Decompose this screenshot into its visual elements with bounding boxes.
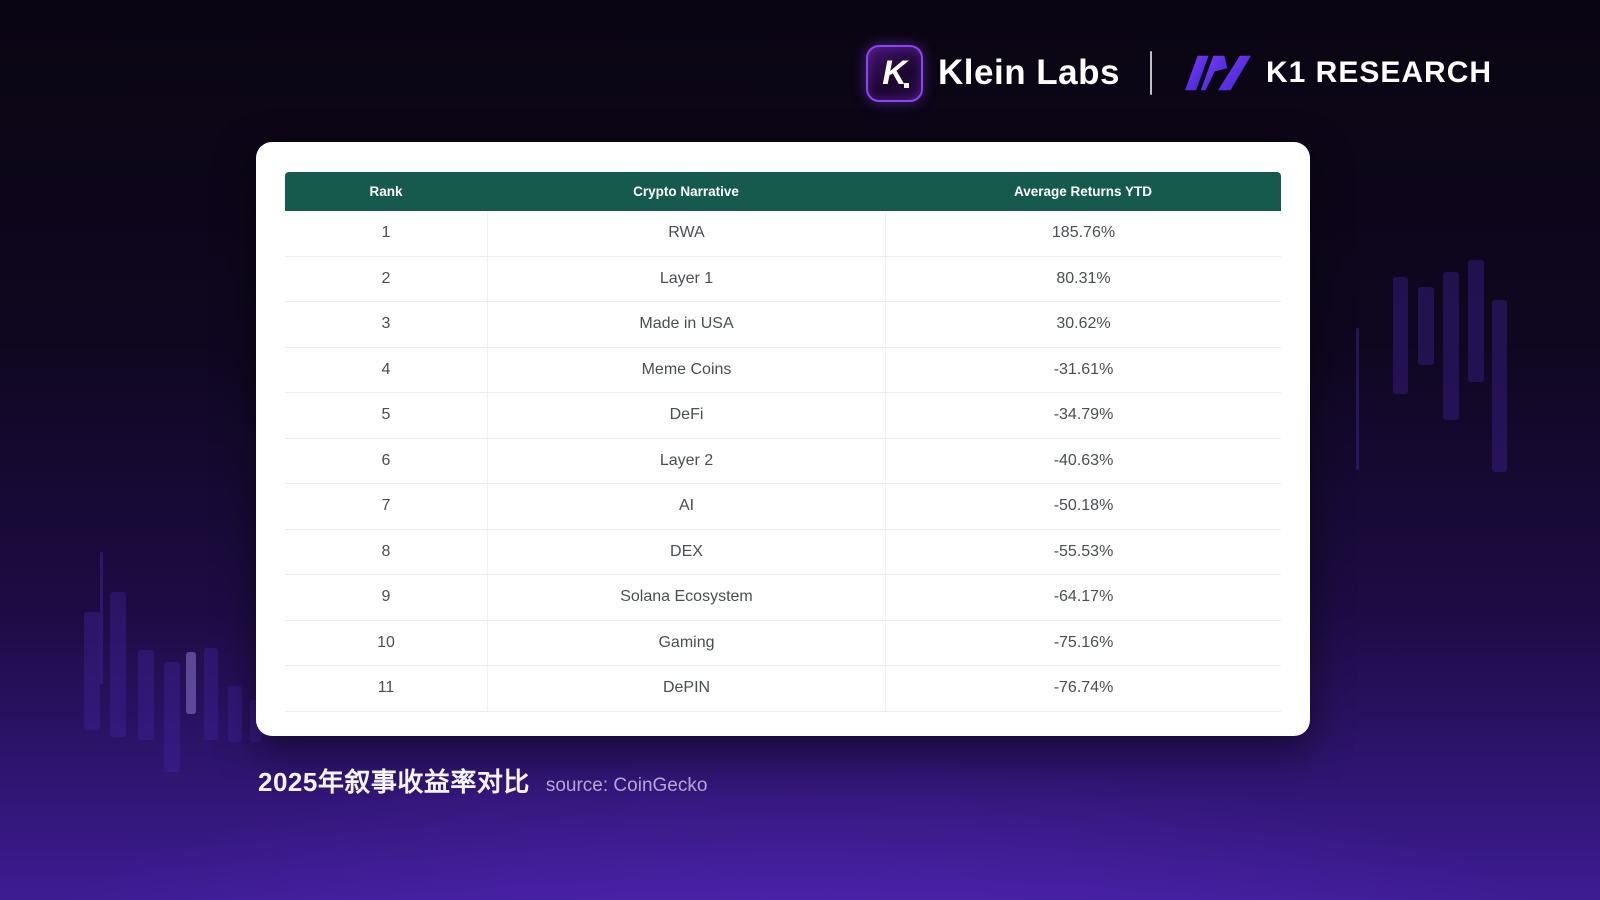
- candle-bar: [1418, 287, 1434, 365]
- k1-research-logo-icon: [1185, 55, 1251, 91]
- candle-bar: [84, 612, 100, 730]
- column-header-narrative: Crypto Narrative: [633, 184, 739, 199]
- cell-returns: 80.31%: [885, 256, 1281, 301]
- klein-icon-dot: [904, 82, 909, 88]
- brand-header: K Klein Labs K1 RESEARCH: [866, 42, 1492, 104]
- table-row: 8 DEX -55.53%: [285, 529, 1281, 575]
- candle-bar: [186, 652, 196, 714]
- table-body: 1 RWA 185.76% 2 Layer 1 80.31% 3 Made in USA 30.…: [285, 211, 1281, 712]
- candle-bar: [204, 648, 218, 740]
- cell-returns: -40.63%: [885, 438, 1281, 483]
- cell-narrative: Solana Ecosystem: [487, 575, 885, 620]
- table-row: 7 AI -50.18%: [285, 484, 1281, 530]
- returns-table-card: Rank Crypto Narrative Average Returns YT…: [256, 142, 1310, 736]
- cell-narrative: Made in USA: [487, 302, 885, 347]
- cell-returns: -34.79%: [885, 393, 1281, 438]
- cell-rank: 3: [381, 315, 391, 333]
- table-row: 9 Solana Ecosystem -64.17%: [285, 575, 1281, 621]
- table-row: 10 Gaming -75.16%: [285, 620, 1281, 666]
- cell-rank: 9: [381, 588, 391, 606]
- chart-title: 2025年叙事收益率对比: [258, 767, 530, 797]
- column-header-returns: Average Returns YTD: [1013, 184, 1153, 199]
- candle-bar: [1468, 260, 1484, 382]
- candle-bar: [1443, 272, 1459, 420]
- source-credit: source: CoinGecko: [545, 775, 708, 796]
- cell-rank: 6: [381, 451, 391, 469]
- cell-narrative: Layer 2: [487, 438, 885, 483]
- candle-bar: [228, 686, 242, 742]
- cell-rank: 7: [381, 497, 391, 515]
- cell-returns: -64.17%: [885, 575, 1281, 620]
- cell-returns: -55.53%: [885, 529, 1281, 574]
- caption: 2025年叙事收益率对比 source: CoinGecko: [258, 762, 707, 799]
- cell-returns: -31.61%: [885, 347, 1281, 392]
- candle-wick: [1356, 328, 1359, 470]
- column-header-rank: Rank: [369, 184, 403, 199]
- k1-research-wordmark: K1 RESEARCH: [1265, 56, 1493, 89]
- returns-table: Rank Crypto Narrative Average Returns YT…: [285, 172, 1281, 712]
- cell-narrative: Layer 1: [487, 256, 885, 301]
- cell-narrative: DeFi: [487, 393, 885, 438]
- cell-rank: 1: [381, 224, 391, 242]
- cell-narrative: AI: [487, 484, 885, 529]
- candle-bar: [1492, 300, 1507, 472]
- table-row: 5 DeFi -34.79%: [285, 393, 1281, 439]
- table-header-row: Rank Crypto Narrative Average Returns YT…: [285, 172, 1281, 211]
- candle-bar: [1393, 277, 1408, 394]
- klein-labs-wordmark: Klein Labs: [938, 53, 1120, 92]
- cell-narrative: Gaming: [487, 620, 885, 665]
- cell-rank: 2: [381, 269, 391, 287]
- cell-rank: 4: [381, 360, 391, 378]
- cell-returns: 185.76%: [885, 211, 1281, 256]
- table-row: 11 DePIN -76.74%: [285, 666, 1281, 712]
- cell-rank: 11: [377, 679, 395, 697]
- cell-narrative: RWA: [487, 211, 885, 256]
- table-row: 6 Layer 2 -40.63%: [285, 438, 1281, 484]
- cell-rank: 8: [381, 542, 391, 560]
- cell-narrative: DEX: [487, 529, 885, 574]
- cell-returns: -50.18%: [885, 484, 1281, 529]
- candle-wick: [100, 552, 103, 684]
- candle-bar: [138, 650, 154, 740]
- cell-returns: -75.16%: [885, 620, 1281, 665]
- candle-bar: [110, 592, 126, 737]
- cell-narrative: Meme Coins: [487, 347, 885, 392]
- cell-returns: 30.62%: [885, 302, 1281, 347]
- cell-returns: -76.74%: [885, 666, 1281, 711]
- cell-narrative: DePIN: [487, 666, 885, 711]
- table-row: 4 Meme Coins -31.61%: [285, 347, 1281, 393]
- brand-divider: [1149, 51, 1152, 95]
- cell-rank: 10: [377, 633, 395, 651]
- table-row: 2 Layer 1 80.31%: [285, 256, 1281, 302]
- candle-bar: [164, 662, 180, 772]
- table-row: 1 RWA 185.76%: [285, 211, 1281, 257]
- cell-rank: 5: [381, 406, 391, 424]
- klein-labs-logo-icon: K: [866, 44, 923, 102]
- klein-icon-letter: K: [882, 54, 907, 92]
- table-row: 3 Made in USA 30.62%: [285, 302, 1281, 348]
